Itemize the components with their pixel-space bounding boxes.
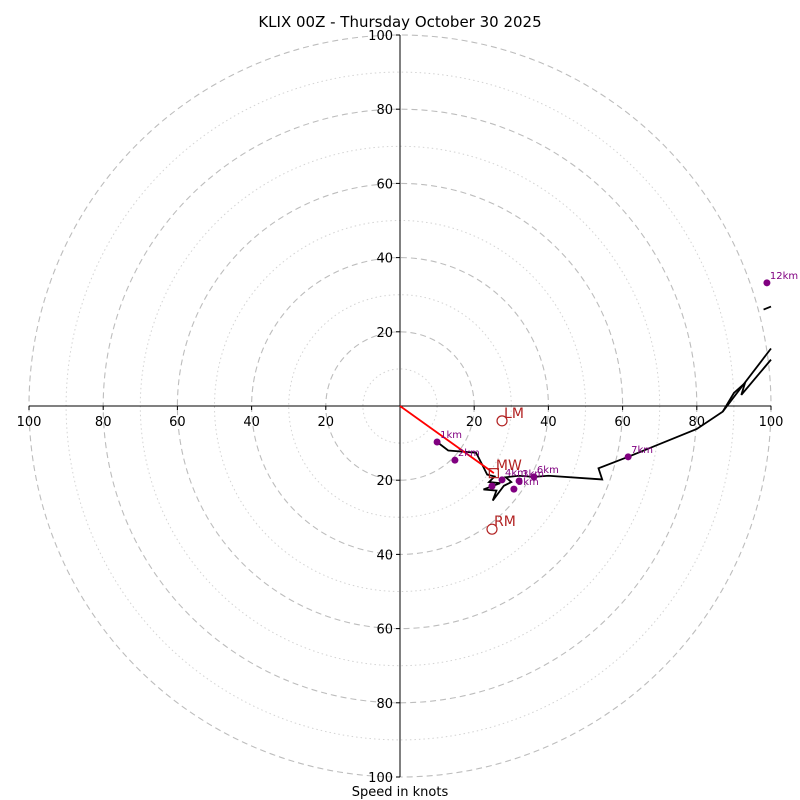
x-tick-label: 100: [759, 415, 784, 430]
x-axis-label: Speed in knots: [352, 785, 449, 800]
x-tick-label: 60: [614, 415, 631, 430]
height-marker-dot: [763, 279, 771, 287]
height-marker-dot: [488, 482, 496, 490]
height-marker-dot: [530, 473, 538, 481]
rm-label: RM: [494, 514, 516, 530]
height-marker-dot: [624, 453, 632, 461]
height-marker-label: 1km: [440, 430, 462, 441]
y-tick-label: 80: [376, 103, 393, 118]
shear-vector: [399, 405, 495, 474]
height-marker-dot: [515, 477, 523, 485]
height-marker-label: 4km: [505, 468, 527, 479]
y-tick-label: 60: [376, 623, 393, 638]
tick-labels: 100 80 60 40 20 20 40 60 80 100 100 80 60 40 20 20 40 60 8…: [17, 29, 784, 786]
height-marker-dot: [498, 476, 506, 484]
height-marker-dot: [510, 485, 518, 493]
height-marker-label: 5km: [517, 477, 539, 488]
x-tick-label: 40: [540, 415, 557, 430]
storm-motion-markers: LM RM MW: [486, 406, 524, 535]
y-tick-label: 80: [376, 697, 393, 712]
x-tick-label: 80: [689, 415, 706, 430]
wind-trace: [436, 305, 772, 502]
trace-line: [436, 359, 772, 502]
x-tick-label: 60: [169, 415, 186, 430]
trace-line-top: [763, 305, 772, 311]
x-tick-label: 100: [17, 415, 42, 430]
x-tick-label: 20: [466, 415, 483, 430]
mean-wind-marker: [488, 468, 499, 479]
y-tick-label: 60: [376, 177, 393, 192]
rm-marker: [486, 523, 498, 535]
height-marker-label: 7km: [631, 445, 653, 456]
height-markers: 1km2km3km4km5km6km7km12km: [433, 271, 798, 493]
trace-line-upper: [722, 347, 772, 413]
lm-label: LM: [504, 406, 524, 422]
y-tick-label: 20: [376, 474, 393, 489]
height-marker-label: 12km: [770, 271, 798, 282]
chart-title: KLIX 00Z - Thursday October 30 2025: [258, 13, 541, 31]
y-tick-label: 20: [376, 326, 393, 341]
x-tick-label: 80: [95, 415, 112, 430]
lm-marker: [496, 415, 508, 427]
x-tick-label: 40: [243, 415, 260, 430]
height-marker-dot: [451, 456, 459, 464]
x-tick-label: 20: [318, 415, 335, 430]
height-marker-label: 6km: [537, 465, 559, 476]
height-marker-dot: [433, 438, 441, 446]
y-tick-label: 100: [368, 29, 393, 44]
y-tick-label: 100: [368, 771, 393, 786]
y-tick-label: 40: [376, 548, 393, 563]
shear-vector-line: [399, 405, 495, 474]
height-marker-label: 2km: [458, 448, 480, 459]
mw-label: MW: [496, 458, 522, 474]
y-tick-label: 40: [376, 252, 393, 267]
